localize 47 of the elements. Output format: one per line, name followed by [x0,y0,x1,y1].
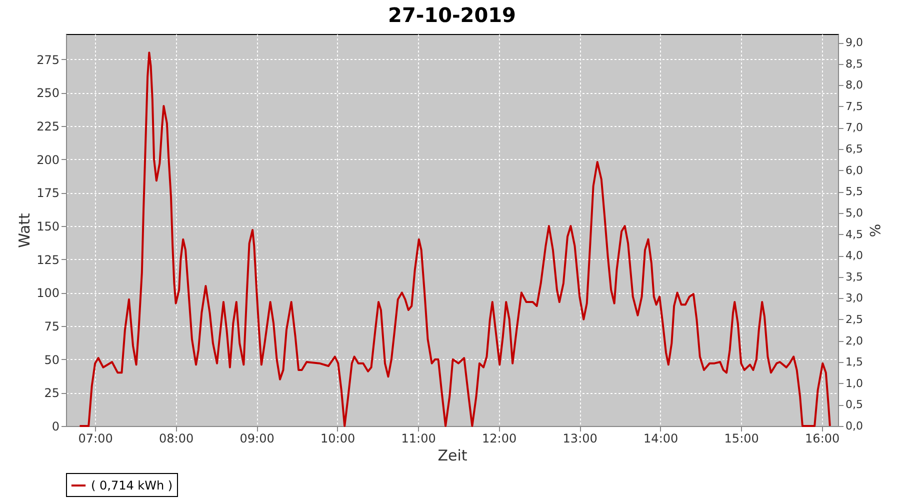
y-axis-title: Watt [16,212,34,248]
x-tick-label: 12:00 [482,432,517,446]
y2-tick-label: 0,0 [846,420,863,432]
chart-title: 27-10-2019 [388,3,516,27]
y-tick-label: 75 [44,320,60,334]
y2-tick-label: 5,5 [846,185,863,198]
y2-tick-label: 5,0 [846,206,863,220]
y-tick-label: 250 [36,86,60,100]
x-tick-label: 11:00 [401,432,436,446]
y-tick-label: 150 [36,220,60,234]
y2-tick-label: 2,5 [846,312,863,326]
x-tick-label: 09:00 [240,432,274,446]
x-tick-label: 13:00 [562,432,598,446]
x-tick-label: 07:00 [78,432,113,446]
y2-tick-label: 7,5 [846,100,863,113]
y2-tick-label: 6,5 [846,142,863,156]
y2-tick-label: 1,0 [846,376,863,390]
y-tick-label: 125 [36,252,60,267]
x-tick-label: 15:00 [724,432,759,446]
legend-label: ( 0,714 kWh ) [91,478,173,492]
y-tick-label: 25 [44,386,60,400]
y-tick-label: 175 [36,186,60,200]
y-tick-label: 100 [36,286,60,300]
x-tick-label: 14:00 [644,432,678,446]
y2-tick-label: 0,5 [846,398,863,412]
y2-tick-label: 4,5 [846,228,863,241]
y2-tick-label: 8,0 [846,78,863,92]
x-tick-label: 10:00 [320,432,356,446]
x-tick-label: 16:00 [805,432,840,446]
y-tick-label: 275 [36,52,60,67]
y2-tick-label: 3,5 [846,270,863,284]
x-tick-label: 08:00 [159,432,194,446]
y2-tick-label: 2,0 [846,334,863,348]
y2-tick-label: 1,5 [846,356,863,369]
x-axis-title: Zeit [438,446,468,464]
y2-tick-label: 8,5 [846,57,863,70]
y-tick-label: 225 [36,120,60,134]
y2-tick-label: 4,0 [846,249,863,262]
y-tick-label: 0 [52,420,60,434]
y2-tick-label: 9,0 [846,36,863,50]
y2-tick-label: 6,0 [846,164,863,177]
y-tick-label: 50 [44,352,60,367]
y2-axis-title: % [866,224,882,238]
line-series [78,52,831,427]
y2-tick-label: 3,0 [846,292,863,305]
y-tick-label: 200 [36,152,60,167]
y2-tick-label: 7,0 [846,121,863,134]
